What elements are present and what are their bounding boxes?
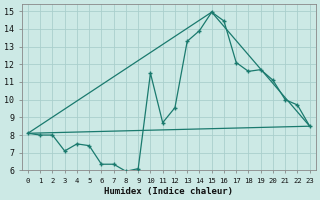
X-axis label: Humidex (Indice chaleur): Humidex (Indice chaleur) bbox=[104, 187, 233, 196]
